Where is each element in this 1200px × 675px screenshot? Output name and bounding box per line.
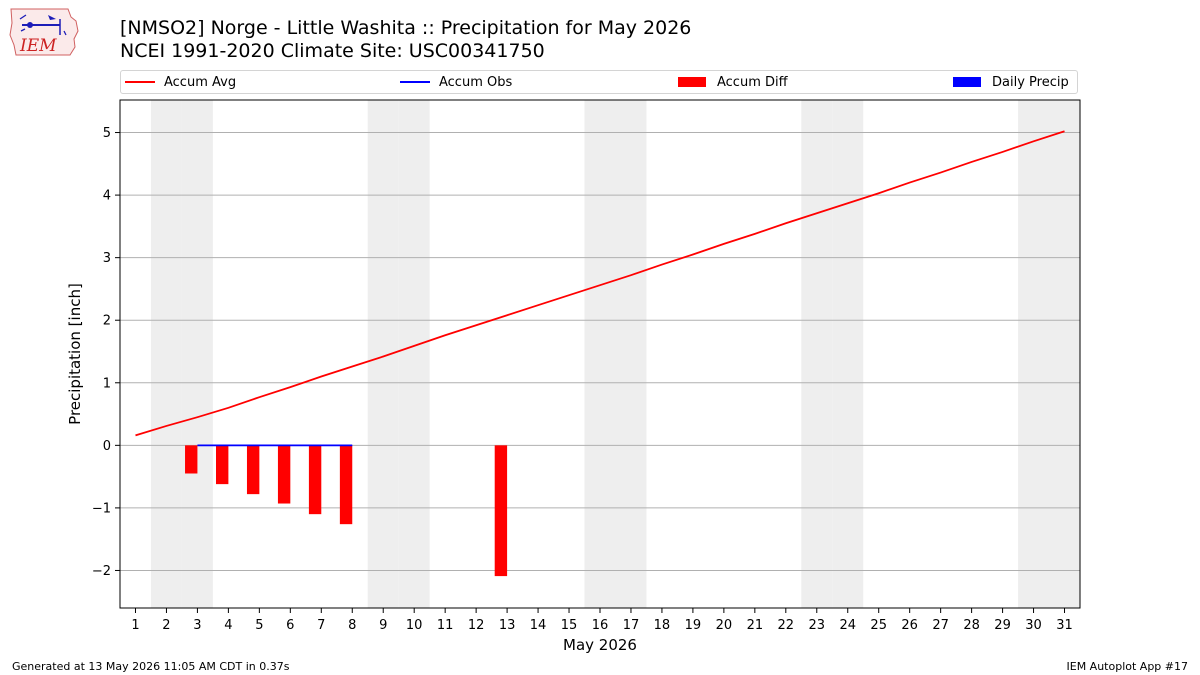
accum-diff-bar — [216, 445, 229, 485]
x-tick-label: 28 — [963, 618, 980, 633]
x-tick-label: 12 — [468, 618, 485, 633]
x-tick-label: 25 — [870, 618, 887, 633]
x-tick-label: 10 — [406, 618, 423, 633]
accum-diff-bar — [185, 445, 198, 474]
x-tick-label: 26 — [901, 618, 918, 633]
y-tick-label: −2 — [92, 564, 111, 579]
accum-diff-bar — [494, 445, 508, 577]
legend-swatch-daily-precip — [953, 77, 981, 87]
legend-label-accum-obs: Accum Obs — [439, 74, 513, 90]
weekend-band — [150, 100, 182, 608]
weekend-band — [1049, 100, 1080, 608]
legend-item-accum-obs: Accum Obs — [400, 71, 512, 93]
x-tick-label: 8 — [348, 618, 356, 633]
weekend-band — [181, 100, 213, 608]
x-tick-label: 31 — [1056, 618, 1073, 633]
x-tick-label: 29 — [994, 618, 1011, 633]
x-tick-label: 24 — [839, 618, 856, 633]
chart-title: [NMSO2] Norge - Little Washita :: Precip… — [120, 17, 692, 39]
x-tick-label: 5 — [255, 618, 263, 633]
x-tick-label: 17 — [623, 618, 640, 633]
x-tick-label: 2 — [162, 618, 170, 633]
x-tick-label: 15 — [561, 618, 578, 633]
x-tick-label: 30 — [1025, 618, 1042, 633]
x-tick-label: 27 — [932, 618, 949, 633]
accum-diff-bar — [277, 445, 291, 504]
weekend-band — [398, 100, 430, 608]
weekend-band — [801, 100, 833, 608]
x-tick-label: 21 — [747, 618, 764, 633]
x-axis-label: May 2026 — [563, 636, 637, 654]
accum-avg-line — [135, 130, 1065, 437]
x-tick-label: 20 — [716, 618, 733, 633]
x-tick-label: 7 — [317, 618, 325, 633]
y-tick-label: 2 — [103, 314, 111, 329]
y-tick-label: −1 — [92, 501, 111, 516]
iem-logo: IEM — [9, 8, 79, 56]
y-tick-label: 5 — [103, 126, 111, 141]
legend-swatch-accum-obs — [400, 81, 430, 83]
legend-label-daily-precip: Daily Precip — [992, 74, 1069, 90]
y-tick-label: 0 — [103, 439, 111, 454]
x-tick-label: 19 — [685, 618, 702, 633]
y-axis-label: Precipitation [inch] — [66, 283, 84, 425]
x-tick-label: 3 — [193, 618, 201, 633]
footer-generated: Generated at 13 May 2026 11:05 AM CDT in… — [12, 660, 290, 673]
x-tick-label: 9 — [379, 618, 387, 633]
weekend-band — [832, 100, 864, 608]
x-tick-label: 22 — [778, 618, 795, 633]
accum-diff-bar — [246, 445, 260, 495]
legend-swatch-accum-avg — [125, 81, 155, 83]
x-tick-label: 16 — [592, 618, 609, 633]
x-tick-label: 14 — [530, 618, 547, 633]
accum-diff-bar — [308, 445, 322, 515]
legend-label-accum-diff: Accum Diff — [717, 74, 788, 90]
weekend-band — [615, 100, 647, 608]
accum-diff-bar — [339, 445, 353, 525]
x-tick-label: 18 — [654, 618, 671, 633]
y-tick-label: 3 — [103, 251, 111, 266]
weekend-band — [584, 100, 616, 608]
legend: Accum Avg Accum Obs Accum Diff Daily Pre… — [120, 70, 1078, 94]
legend-label-accum-avg: Accum Avg — [164, 74, 237, 90]
x-tick-label: 11 — [437, 618, 454, 633]
legend-item-accum-diff: Accum Diff — [678, 71, 788, 93]
legend-swatch-accum-diff — [678, 77, 706, 87]
legend-item-daily-precip: Daily Precip — [953, 71, 1069, 93]
weekend-band — [367, 100, 399, 608]
y-tick-label: 4 — [103, 189, 111, 204]
footer-app: IEM Autoplot App #17 — [1066, 660, 1189, 673]
weekend-band — [1018, 100, 1050, 608]
logo-text: IEM — [19, 36, 57, 56]
x-tick-label: 4 — [224, 618, 232, 633]
x-tick-label: 6 — [286, 618, 294, 633]
chart-subtitle: NCEI 1991-2020 Climate Site: USC00341750 — [120, 40, 545, 62]
legend-item-accum-avg: Accum Avg — [125, 71, 236, 93]
y-tick-label: 1 — [103, 376, 111, 391]
x-tick-label: 13 — [499, 618, 516, 633]
x-tick-label: 23 — [809, 618, 826, 633]
x-tick-label: 1 — [131, 618, 139, 633]
